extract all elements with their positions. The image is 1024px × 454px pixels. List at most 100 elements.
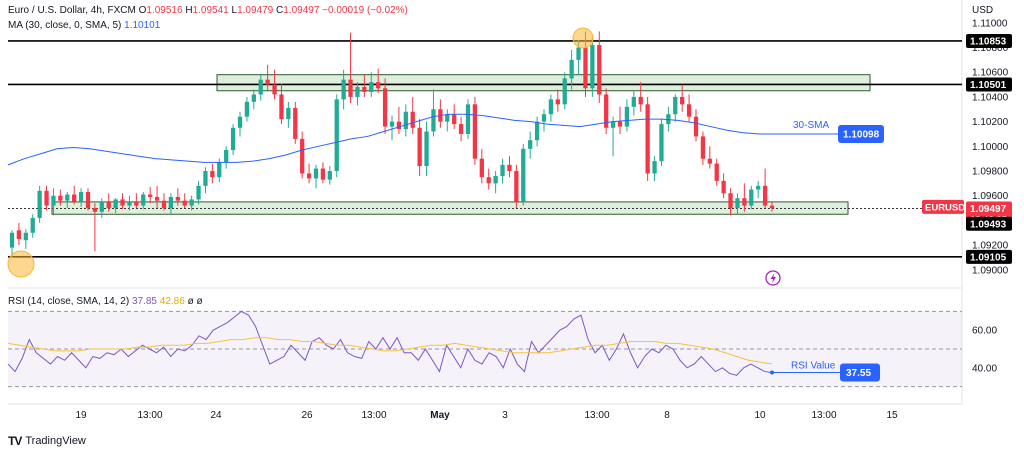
price-tick-label: 1.09600 — [972, 191, 1009, 202]
candle-body — [534, 121, 540, 141]
candle-body — [389, 121, 395, 127]
rsi-extra: ø ø — [187, 296, 203, 307]
candle-body — [424, 131, 429, 167]
candle-body — [106, 201, 111, 209]
tradingview-brand[interactable]: TV TradingView — [8, 434, 86, 448]
candle-body — [175, 196, 180, 201]
candle-body — [210, 171, 215, 178]
ohlc-open: 1.09516 — [146, 5, 183, 16]
candle-body — [217, 162, 222, 178]
time-axis[interactable]: 19 13:00 24 26 13:00 May 3 13:00 8 10 13:00 15 — [75, 410, 898, 421]
candle-body — [120, 199, 125, 206]
candle-body — [78, 192, 84, 202]
swing-low-marker — [7, 250, 35, 278]
time-tick-label: 13:00 — [361, 410, 386, 421]
candle-body — [756, 185, 761, 190]
candle-body — [327, 171, 332, 180]
rsi-legend[interactable]: RSI (14, close, SMA, 14, 2) 37.85 42.86 … — [8, 296, 203, 307]
candle-body — [23, 232, 28, 241]
axis-currency: USD — [972, 5, 993, 16]
time-tick-label: 13:00 — [137, 410, 162, 421]
candle-body — [700, 136, 706, 159]
candle-body — [9, 232, 15, 248]
symbol-legend[interactable]: Euro / U.S. Dollar, 4h, FXCM O1.09516 H1… — [8, 5, 408, 16]
candle-body — [230, 127, 236, 151]
level-tag — [966, 77, 1012, 92]
ohlc-open-label: O — [138, 5, 147, 16]
candle-body — [486, 177, 491, 184]
price-axis[interactable]: USD 1.11000 1.10800 1.10600 1.10400 1.10200 1.… — [922, 5, 1012, 374]
candle-body — [624, 106, 630, 127]
candle-body — [134, 201, 139, 206]
candle-body — [244, 101, 250, 117]
time-tick-label: 24 — [210, 410, 222, 421]
candle-body — [382, 88, 388, 127]
rsi-ma-value: 42.86 — [159, 296, 185, 307]
candles — [9, 31, 775, 258]
time-tick-label: 26 — [301, 410, 313, 421]
candle-body — [562, 78, 567, 105]
lightning-icon[interactable] — [765, 270, 781, 286]
candle-body — [431, 109, 436, 132]
candle-body — [458, 124, 464, 134]
rsi-lines — [7, 310, 773, 376]
candle-body — [189, 199, 194, 206]
candle-body — [258, 79, 263, 95]
horizontal-levels — [8, 40, 962, 258]
candle-body — [631, 96, 636, 107]
time-tick-label: 15 — [886, 410, 898, 421]
rsi-annotation-label: RSI Value — [791, 361, 836, 372]
candle-body — [113, 199, 118, 209]
candle-body — [196, 185, 201, 200]
candle-body — [334, 99, 339, 172]
candle-body — [30, 217, 35, 233]
brand-name: TradingView — [25, 435, 86, 447]
candle-body — [51, 195, 56, 206]
sr-zone — [216, 74, 871, 92]
symbol-tag-label: EURUSD — [925, 202, 965, 213]
candle-body — [707, 158, 712, 164]
candle-body — [203, 171, 208, 186]
time-tick-label: 13:00 — [811, 410, 836, 421]
ohlc-low: 1.09479 — [237, 5, 274, 16]
ma-legend[interactable]: MA (30, close, 0, SMA, 5) 1.10101 — [8, 20, 160, 31]
candle-body — [403, 111, 408, 130]
ohlc-high: 1.09541 — [192, 5, 229, 16]
candle-body — [548, 99, 554, 115]
candle-body — [154, 196, 160, 201]
candle-body — [479, 158, 484, 178]
candle-body — [452, 114, 457, 125]
candle-body — [528, 140, 533, 149]
time-tick-label: May — [430, 410, 450, 421]
candle-body — [742, 198, 747, 206]
price-tick-label: 1.10000 — [972, 142, 1009, 153]
level-tag-label: 1.10501 — [970, 80, 1007, 91]
candle-body — [652, 161, 657, 174]
candle-body — [293, 108, 298, 139]
time-tick-label: 8 — [664, 410, 670, 421]
candle-body — [37, 190, 42, 218]
candle-body — [417, 127, 422, 167]
candle-body — [680, 96, 685, 105]
candle-body — [182, 200, 187, 206]
candle-body — [362, 87, 367, 92]
level-tag-label: 1.09105 — [970, 252, 1007, 263]
level-tag-label: 1.09493 — [970, 219, 1007, 230]
ohlc-high-label: H — [185, 5, 193, 16]
candle-body — [721, 180, 726, 194]
candle-body — [237, 116, 243, 128]
ohlc-close: 1.09497 — [283, 5, 320, 16]
candle-body — [583, 47, 588, 89]
candle-body — [265, 79, 270, 85]
ohlc-change: −0.00019 (−0.02%) — [322, 5, 408, 16]
candle-body — [673, 96, 678, 115]
level-tag — [966, 249, 1012, 264]
candle-body — [465, 104, 471, 134]
price-tick-label: 1.10600 — [972, 68, 1009, 79]
price-tick-label: 1.11000 — [972, 18, 1008, 29]
candle-body — [72, 194, 77, 202]
candle-body — [541, 114, 547, 122]
rsi-line — [7, 310, 773, 376]
rsi-tick-label: 60.00 — [972, 326, 997, 337]
